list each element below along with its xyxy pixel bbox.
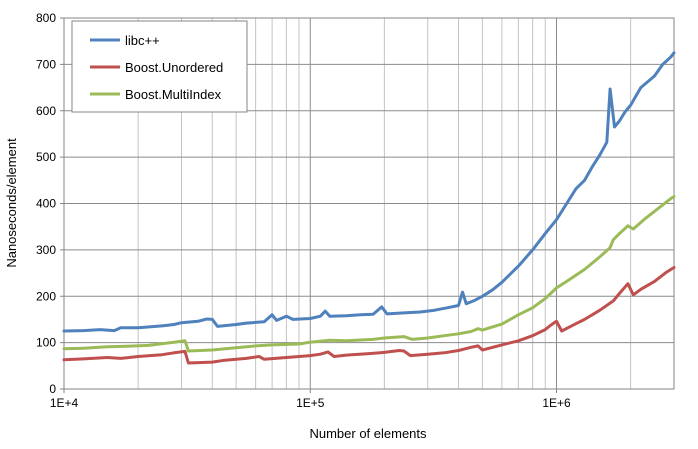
x-tick-label: 1E+5	[296, 396, 325, 410]
series-line-libc-	[62, 51, 676, 333]
y-tick-label: 700	[36, 57, 56, 71]
x-tick-label: 1E+6	[542, 396, 571, 410]
y-axis-title: Nanoseconds/element	[4, 138, 19, 268]
series-layer	[62, 51, 676, 365]
y-axis-tick-labels: 0 100 200 300 400 500 600 700 800	[36, 11, 64, 396]
legend-frame	[71, 20, 248, 113]
y-tick-label: 0	[49, 382, 56, 396]
series-line-boost-multiindex	[62, 195, 676, 353]
y-tick-label: 600	[36, 104, 56, 118]
legend-label: Boost.Unordered	[125, 60, 223, 75]
y-tick-label: 100	[36, 336, 56, 350]
y-tick-label: 500	[36, 150, 56, 164]
legend: libc++ Boost.Unordered Boost.MultiIndex	[71, 20, 248, 113]
legend-label: Boost.MultiIndex	[125, 87, 222, 102]
legend-label: libc++	[125, 33, 160, 48]
x-tick-label: 1E+4	[50, 396, 79, 410]
x-axis-tick-labels: 1E+4 1E+5 1E+6	[50, 389, 571, 410]
y-tick-label: 800	[36, 11, 56, 25]
series-line-boost-unordered	[62, 266, 676, 365]
y-tick-label: 300	[36, 243, 56, 257]
y-tick-label: 400	[36, 197, 56, 211]
y-tick-label: 200	[36, 289, 56, 303]
x-axis-title: Number of elements	[309, 426, 427, 441]
